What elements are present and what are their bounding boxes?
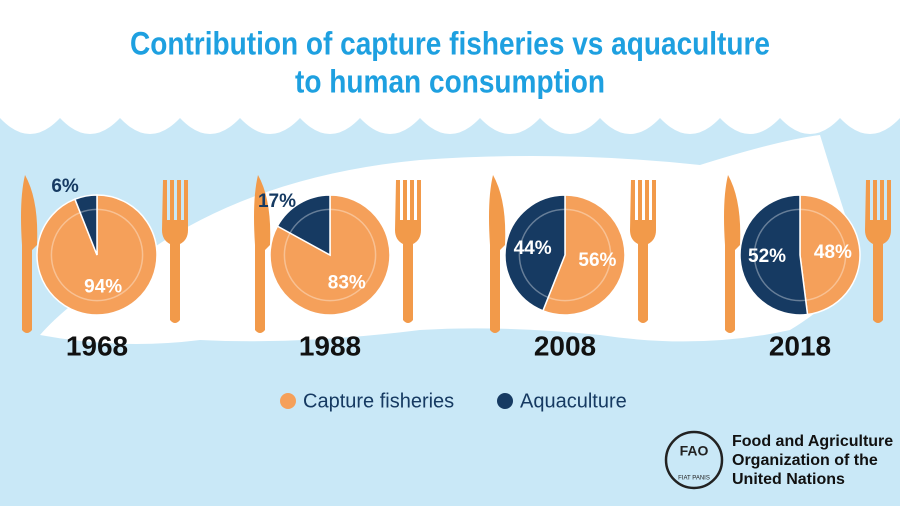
- value-label: 44%: [514, 238, 552, 259]
- value-label: 17%: [258, 191, 296, 212]
- plate-rim: [50, 208, 144, 302]
- logo-name: FAO: [680, 443, 709, 459]
- organization: United Nations: [732, 471, 845, 488]
- fork: [395, 180, 421, 323]
- knife: [254, 175, 271, 333]
- year-label: 2008: [534, 330, 596, 361]
- value-label: 94%: [84, 276, 122, 297]
- legend-swatch: [280, 393, 296, 409]
- organization: Food and Agriculture: [732, 433, 893, 450]
- logo: FAO FIAT PANIS: [664, 430, 724, 490]
- fork: [630, 180, 656, 323]
- pie-slice: [276, 194, 331, 257]
- organization: Organization of the: [732, 452, 878, 469]
- pie-chart: 48% 52% 2018: [724, 175, 891, 361]
- pie-slice: [541, 194, 626, 316]
- value-label: 83%: [328, 272, 366, 293]
- value-label: 56%: [578, 250, 616, 271]
- title: to human consumption: [295, 63, 605, 99]
- legend-label: Aquaculture: [520, 390, 627, 412]
- year-label: 2018: [769, 330, 831, 361]
- pie-slice: [799, 194, 861, 316]
- knife: [724, 175, 741, 333]
- legend-swatch: [497, 393, 513, 409]
- logo-motto: FIAT PANIS: [678, 476, 710, 482]
- knife: [21, 175, 38, 333]
- plate-rim: [283, 208, 377, 302]
- fork: [162, 180, 188, 323]
- value-label: 48%: [814, 242, 852, 263]
- plate-rim: [753, 208, 847, 302]
- title: Contribution of capture fisheries vs aqu…: [130, 25, 770, 61]
- legend-label: Capture fisheries: [303, 390, 454, 412]
- fork: [865, 180, 891, 323]
- pie-slice: [73, 194, 98, 256]
- pie-chart: 56% 44% 2008: [489, 175, 656, 361]
- year-label: 1968: [66, 330, 128, 361]
- pie-slice: [504, 194, 566, 312]
- waves: [0, 0, 900, 134]
- pie-chart: 94% 6% 1968: [21, 175, 188, 361]
- pie-slice: [739, 194, 809, 316]
- value-label: 52%: [748, 246, 786, 267]
- plate-rim: [518, 208, 612, 302]
- knife: [489, 175, 506, 333]
- pie-chart: 83% 17% 1988: [254, 175, 421, 361]
- value-label: 6%: [51, 176, 79, 197]
- year-label: 1988: [299, 330, 361, 361]
